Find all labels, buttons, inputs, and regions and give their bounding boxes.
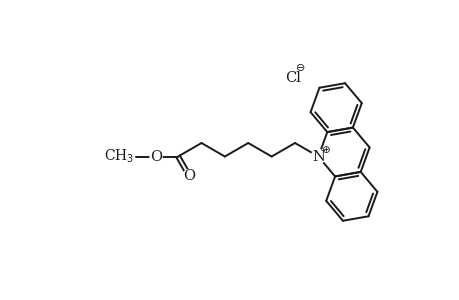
Text: O: O bbox=[183, 169, 195, 183]
Text: O: O bbox=[150, 149, 162, 164]
Text: ⊕: ⊕ bbox=[320, 145, 329, 154]
Circle shape bbox=[183, 169, 195, 181]
Text: N: N bbox=[311, 149, 324, 164]
Text: Cl: Cl bbox=[285, 71, 300, 85]
Text: ⊖: ⊖ bbox=[296, 63, 305, 73]
Text: CH$_3$: CH$_3$ bbox=[104, 148, 134, 165]
Circle shape bbox=[150, 151, 162, 163]
Circle shape bbox=[311, 149, 325, 164]
